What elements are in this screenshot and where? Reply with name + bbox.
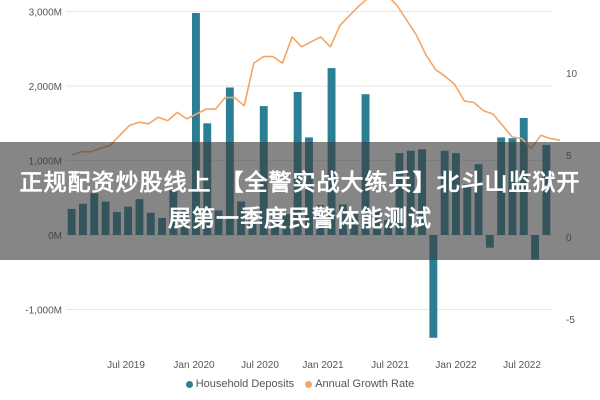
legend: Household Deposits Annual Growth Rate bbox=[0, 378, 600, 390]
left-tick-label: -1,000M bbox=[25, 306, 62, 317]
bar bbox=[429, 235, 438, 338]
legend-item-deposits[interactable]: Household Deposits bbox=[185, 378, 295, 390]
headline-banner: 正规配资炒股线上 【全警实战大练兵】北斗山监狱开展第一季度民警体能测试 bbox=[0, 142, 600, 260]
growth-line bbox=[71, 0, 561, 156]
growth-swatch-icon bbox=[305, 380, 313, 388]
x-tick-label: Jan 2021 bbox=[302, 360, 344, 371]
right-tick-label: 10 bbox=[566, 69, 578, 80]
right-tick-label: -5 bbox=[566, 315, 575, 326]
x-axis-ticks: Jul 2019 Jan 2020 Jul 2020 Jan 2021 Jul 2021… bbox=[107, 360, 541, 371]
bar bbox=[192, 13, 200, 235]
legend-label-growth: Annual Growth Rate bbox=[315, 378, 415, 390]
x-tick-label: Jul 2019 bbox=[107, 360, 145, 371]
x-tick-label: Jul 2020 bbox=[241, 360, 279, 371]
legend-label-deposits: Household Deposits bbox=[195, 378, 295, 390]
x-tick-label: Jul 2022 bbox=[503, 360, 541, 371]
x-tick-label: Jul 2021 bbox=[371, 360, 409, 371]
deposits-swatch-icon bbox=[185, 380, 193, 388]
legend-item-growth[interactable]: Annual Growth Rate bbox=[305, 378, 414, 390]
headline-text: 正规配资炒股线上 【全警实战大练兵】北斗山监狱开展第一季度民警体能测试 bbox=[19, 170, 581, 232]
left-tick-label: 2,000M bbox=[29, 82, 62, 93]
left-tick-label: 3,000M bbox=[29, 8, 62, 19]
x-tick-label: Jan 2022 bbox=[435, 360, 477, 371]
x-tick-label: Jan 2020 bbox=[173, 360, 215, 371]
annual-growth-line bbox=[71, 0, 561, 156]
